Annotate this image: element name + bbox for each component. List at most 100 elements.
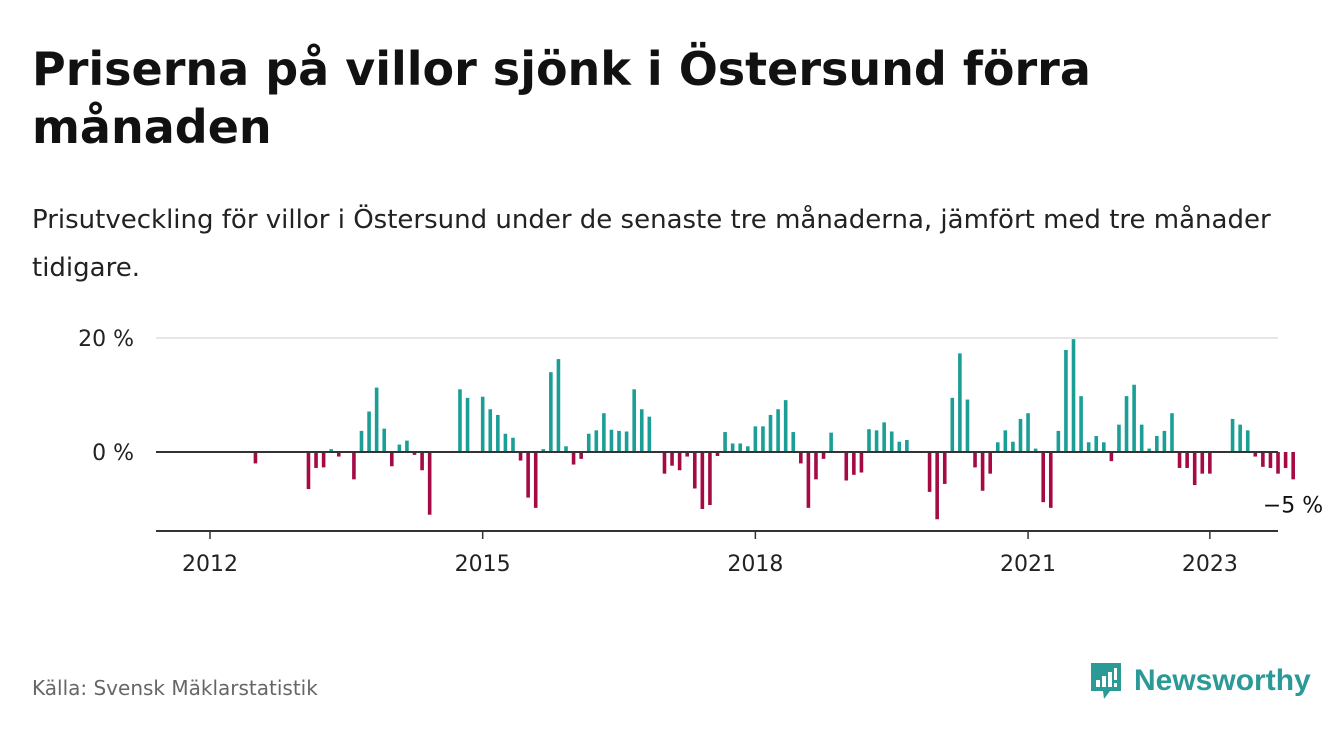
bar [617, 430, 621, 452]
x-tick-label: 2012 [182, 552, 238, 577]
bar [496, 414, 500, 452]
bar [1056, 430, 1061, 452]
bar [753, 426, 758, 452]
bar [942, 452, 947, 484]
bar [1185, 452, 1189, 468]
y-tick-label: 0 % [92, 441, 134, 466]
bar [746, 446, 750, 452]
bar [867, 429, 871, 452]
bar [730, 443, 735, 452]
bar [988, 452, 992, 474]
bar [783, 400, 788, 452]
newsworthy-logo-icon [1091, 663, 1121, 699]
bar [844, 452, 849, 481]
bar [723, 432, 727, 452]
bar-chart: 0 % 20 % 2012 2015 2018 2021 2023 −5 % [78, 327, 1323, 577]
bar [647, 416, 652, 452]
bar [1041, 452, 1046, 503]
bar [1139, 424, 1144, 452]
bar [639, 409, 644, 452]
bar [624, 431, 629, 452]
bar [564, 446, 568, 452]
bar [1177, 452, 1182, 468]
brand-logo[interactable]: Newsworthy [1088, 660, 1311, 702]
bar [1276, 452, 1280, 474]
bar [1071, 339, 1076, 452]
bar [359, 430, 364, 452]
bar [412, 452, 417, 455]
bar [1033, 448, 1038, 452]
bar [336, 452, 341, 457]
last-value-label: −5 % [1263, 493, 1323, 518]
bar [427, 452, 432, 515]
bar [1147, 448, 1152, 452]
bar [935, 452, 939, 520]
bar [526, 452, 530, 498]
bar [382, 428, 387, 452]
bar [253, 452, 258, 464]
bar [950, 397, 955, 452]
bar [829, 432, 833, 452]
bar [776, 409, 780, 452]
bar [1253, 452, 1258, 457]
bar [533, 452, 538, 508]
bar [738, 443, 743, 452]
bar [1283, 452, 1288, 468]
bar [397, 444, 402, 452]
bar [708, 452, 712, 506]
bar [1200, 452, 1205, 474]
bar [1003, 430, 1008, 452]
bar [1208, 452, 1212, 474]
bar [882, 422, 886, 452]
bar [488, 409, 493, 452]
bar [1245, 430, 1250, 452]
bar [799, 452, 803, 464]
bar [306, 452, 311, 490]
bar [602, 413, 606, 452]
bar [662, 452, 667, 474]
bar [1155, 436, 1159, 452]
bar [1170, 413, 1174, 452]
bar [897, 441, 902, 452]
x-tick-label: 2015 [455, 552, 511, 577]
bar [670, 452, 674, 466]
bar [859, 452, 864, 473]
bar [852, 452, 856, 475]
bar [1109, 452, 1114, 462]
bar [458, 389, 462, 452]
bar [1261, 452, 1265, 467]
bar [874, 430, 879, 452]
y-tick-label: 20 % [78, 327, 134, 352]
bar [685, 452, 689, 457]
bar [821, 452, 826, 459]
bar [374, 387, 379, 452]
bar [579, 452, 583, 459]
bar [1094, 436, 1099, 452]
bar [541, 449, 546, 452]
bar [1238, 424, 1242, 452]
bar [405, 440, 409, 452]
x-tick-label: 2018 [727, 552, 783, 577]
bar [905, 440, 909, 452]
bar [465, 397, 470, 452]
bar [420, 452, 424, 471]
bar [556, 359, 561, 452]
bar [480, 396, 485, 452]
x-tick-label: 2021 [1000, 552, 1056, 577]
brand-name: Newsworthy [1134, 664, 1311, 697]
bar [958, 353, 962, 452]
bar [806, 452, 811, 508]
bar [1291, 452, 1295, 480]
bar [329, 449, 333, 452]
bar [586, 433, 591, 452]
x-tick-label: 2023 [1182, 552, 1238, 577]
bar [1079, 396, 1083, 452]
bar [321, 452, 326, 468]
bar [1117, 424, 1121, 452]
bar [1018, 418, 1023, 452]
bar [715, 452, 720, 456]
bar [1192, 452, 1197, 486]
bar [677, 452, 682, 471]
bar [965, 399, 970, 452]
bar [571, 452, 576, 465]
